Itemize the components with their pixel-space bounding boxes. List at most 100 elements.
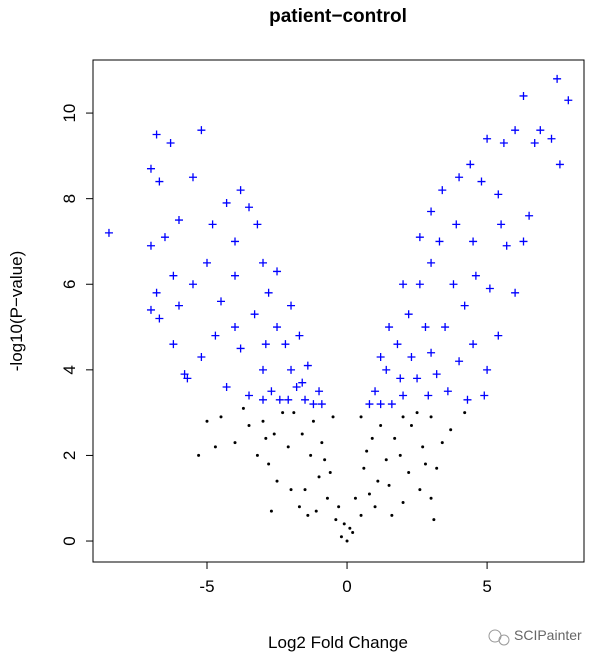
point [339, 535, 343, 539]
watermark-text: SCIPainter [514, 627, 582, 643]
point [292, 382, 301, 391]
point [423, 462, 427, 466]
point [306, 513, 310, 517]
point [511, 126, 520, 135]
point [231, 237, 240, 246]
point [477, 177, 486, 186]
point [469, 237, 478, 246]
point [494, 331, 503, 340]
y-tick-label: 0 [60, 536, 79, 545]
point [213, 445, 217, 449]
point [351, 530, 355, 534]
point [325, 496, 329, 500]
point [497, 220, 506, 229]
point [281, 411, 285, 415]
point [365, 400, 374, 409]
y-tick-label: 4 [60, 365, 79, 374]
point [146, 305, 155, 314]
point [297, 505, 301, 509]
point [547, 134, 556, 143]
point [314, 509, 318, 513]
point [421, 323, 430, 332]
point [460, 301, 469, 310]
point [334, 518, 338, 522]
point [174, 216, 183, 225]
point [396, 374, 405, 383]
point [452, 220, 461, 229]
point [483, 365, 492, 374]
point [241, 406, 245, 410]
point [259, 365, 268, 374]
point [275, 395, 284, 404]
point [384, 458, 388, 462]
point [231, 323, 240, 332]
point [511, 288, 520, 297]
watermark: SCIPainter [488, 627, 582, 646]
point [415, 411, 419, 415]
point [259, 395, 268, 404]
point [485, 284, 494, 293]
y-tick-label: 2 [60, 451, 79, 460]
point [217, 297, 226, 306]
point [286, 445, 290, 449]
point [247, 423, 251, 427]
point [455, 357, 464, 366]
point [169, 340, 178, 349]
point [259, 258, 268, 267]
point [155, 314, 164, 323]
point [208, 220, 217, 229]
point [146, 241, 155, 250]
point [494, 190, 503, 199]
point [429, 415, 433, 419]
point [345, 539, 349, 543]
point [183, 374, 192, 383]
point [317, 400, 326, 409]
point [342, 522, 346, 526]
point [415, 280, 424, 289]
point [231, 271, 240, 280]
point [323, 458, 327, 462]
point [407, 471, 411, 475]
point [362, 466, 366, 470]
point [289, 488, 293, 492]
point [245, 203, 254, 212]
point [432, 518, 436, 522]
point [275, 479, 279, 483]
point [429, 496, 433, 500]
point [166, 139, 175, 148]
x-tick-label: 0 [342, 577, 351, 596]
point [443, 387, 452, 396]
point [407, 353, 416, 362]
point [284, 395, 293, 404]
point [530, 139, 539, 148]
y-tick-label: 8 [60, 194, 79, 203]
point [301, 395, 310, 404]
point [311, 419, 315, 423]
point [438, 186, 447, 195]
point [267, 387, 276, 396]
point [264, 288, 273, 297]
point [480, 391, 489, 400]
point [399, 391, 408, 400]
point [471, 271, 480, 280]
point [236, 186, 245, 195]
point [398, 453, 402, 457]
point [261, 340, 270, 349]
point [317, 475, 321, 479]
point [264, 436, 268, 440]
point [155, 177, 164, 186]
point [309, 400, 318, 409]
point [555, 160, 564, 169]
chart-title: patient−control [269, 6, 407, 27]
point [197, 353, 206, 362]
point [303, 361, 312, 370]
point [499, 139, 508, 148]
point [440, 441, 444, 445]
point [348, 526, 352, 530]
point [202, 258, 211, 267]
point [387, 483, 391, 487]
point [152, 130, 161, 139]
point [359, 513, 363, 517]
point [449, 428, 453, 432]
